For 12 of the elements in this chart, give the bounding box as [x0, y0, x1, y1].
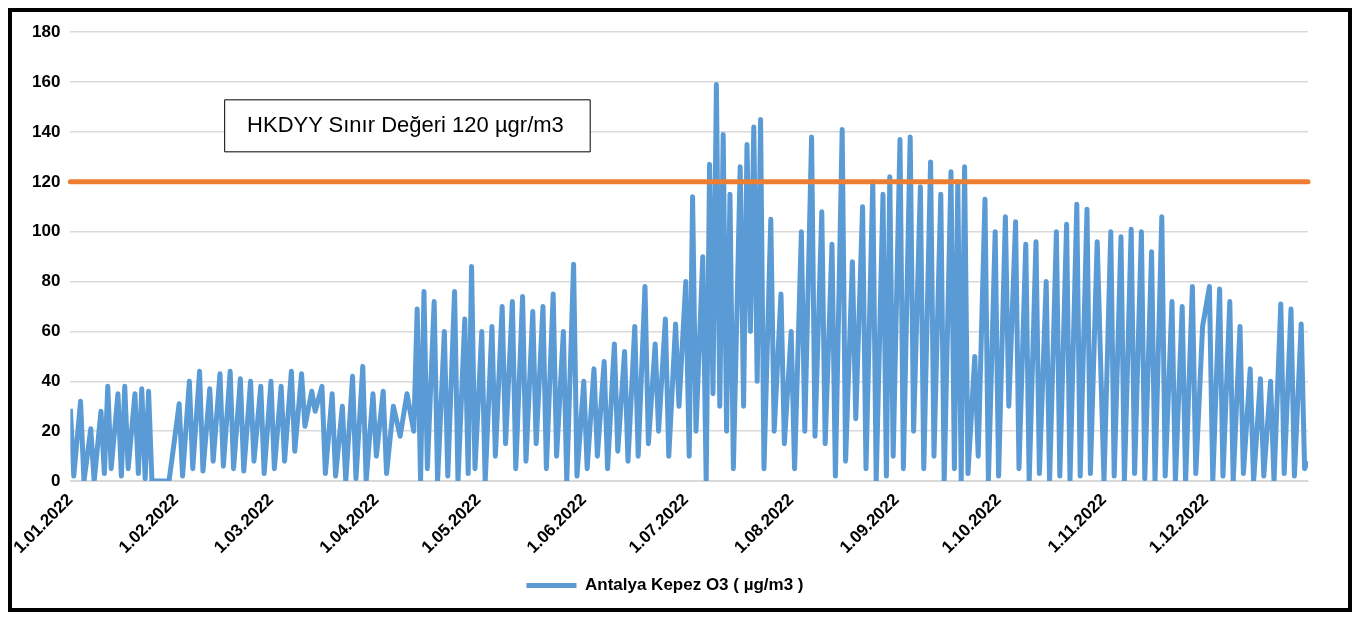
ref-line-label: HKDYY Sınır Değeri 120 µgr/m3	[247, 111, 564, 137]
y-tick-label: 120	[31, 171, 61, 191]
y-tick-label: 40	[41, 371, 61, 391]
y-tick-label: 20	[41, 420, 61, 440]
y-tick-label: 80	[41, 271, 61, 291]
y-tick-label: 160	[31, 71, 61, 91]
y-tick-label: 100	[31, 221, 61, 241]
y-tick-label: 140	[31, 121, 61, 141]
y-tick-label: 0	[50, 470, 61, 490]
y-tick-label: 60	[41, 321, 61, 341]
y-tick-label: 180	[31, 21, 61, 41]
legend-label: Antalya Kepez O3 ( µg/m3 )	[584, 575, 804, 595]
